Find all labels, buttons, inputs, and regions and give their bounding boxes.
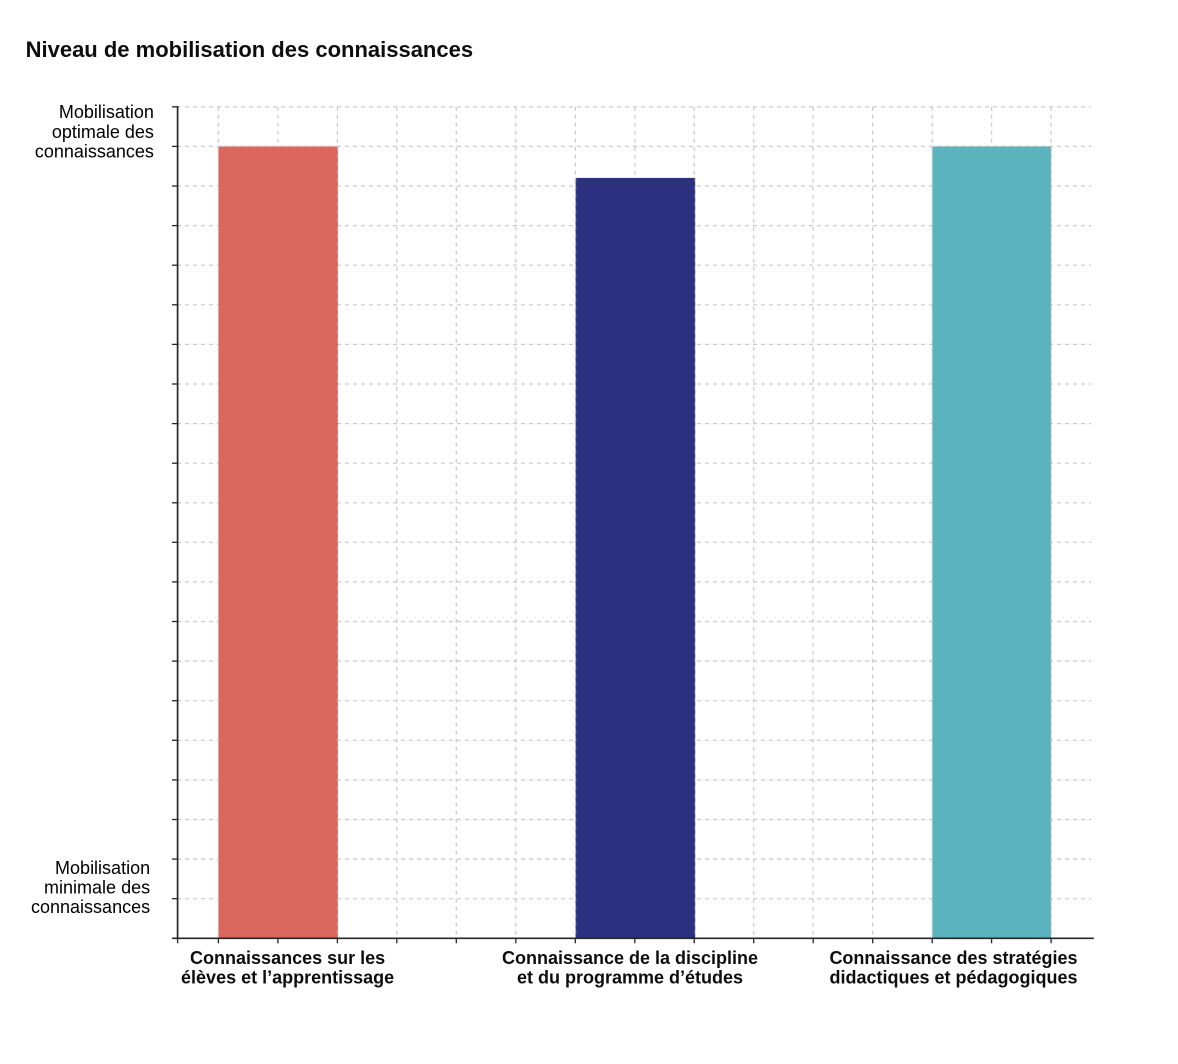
svg-text:Niveau de mobilisation des con: Niveau de mobilisation des connaissances bbox=[26, 37, 474, 62]
svg-text:minimale des: minimale des bbox=[44, 878, 150, 898]
svg-text:didactiques et pédagogiques: didactiques et pédagogiques bbox=[829, 967, 1077, 987]
svg-text:connaissances: connaissances bbox=[31, 897, 150, 917]
svg-text:Connaissance des stratégies: Connaissance des stratégies bbox=[829, 948, 1077, 968]
svg-text:Mobilisation: Mobilisation bbox=[59, 102, 154, 122]
svg-text:Mobilisation: Mobilisation bbox=[55, 858, 150, 878]
svg-text:connaissances: connaissances bbox=[35, 142, 154, 162]
svg-text:élèves et l’apprentissage: élèves et l’apprentissage bbox=[181, 967, 394, 987]
svg-text:et du programme d’études: et du programme d’études bbox=[517, 967, 743, 987]
svg-text:Connaissances sur les: Connaissances sur les bbox=[190, 948, 385, 968]
svg-text:Connaissance de la discipline: Connaissance de la discipline bbox=[502, 948, 758, 968]
svg-text:optimale des: optimale des bbox=[52, 122, 154, 142]
